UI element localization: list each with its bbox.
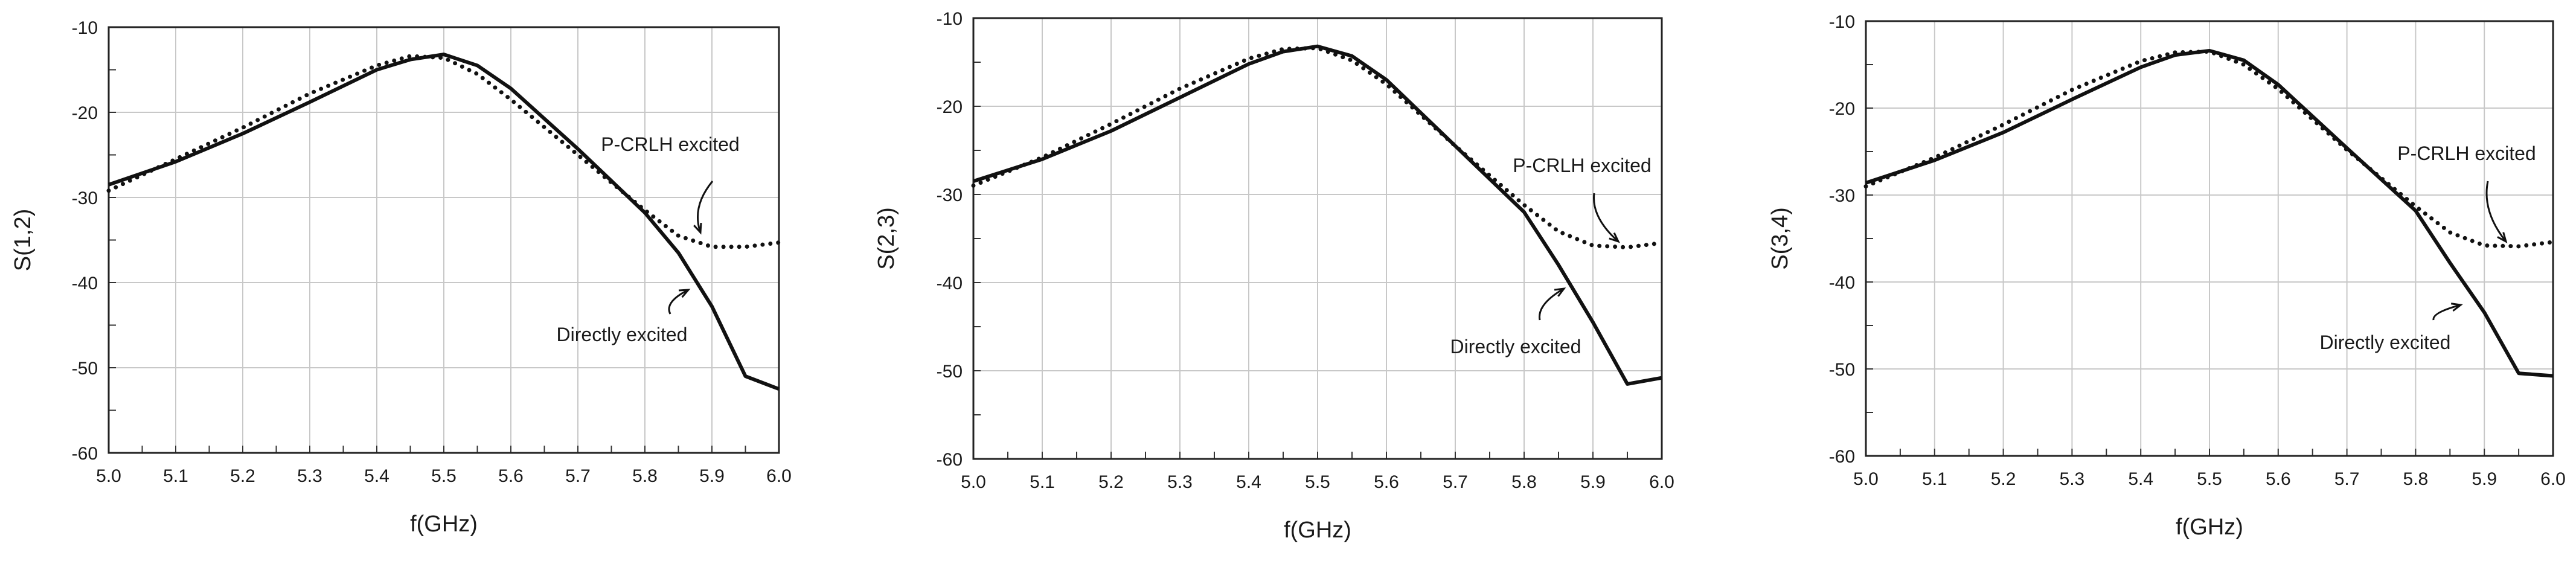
x-tick-label: 5.8 <box>1511 472 1537 492</box>
chart-panels: 5.0 5.1 5.2 5.3 5.4 5.5 5.6 5.7 5.8 5.9 6.0 -10 -20 -… <box>10 9 2566 543</box>
x-tick-label: 5.0 <box>1853 469 1879 489</box>
x-tick-label: 5.5 <box>431 466 457 486</box>
x-tick-label: 5.3 <box>297 466 322 486</box>
x-axis-label: f(GHz) <box>1284 517 1351 543</box>
y-tick-label: -40 <box>1829 273 1855 293</box>
series-line-direct <box>973 44 1662 386</box>
x-tick-label: 5.6 <box>498 466 524 486</box>
x-tick-label: 5.4 <box>1236 472 1261 492</box>
annotation-arrow <box>697 181 714 233</box>
y-tick-label: -60 <box>72 444 98 464</box>
annotation-arrow <box>668 289 689 315</box>
y-tick-label: -50 <box>1829 360 1855 380</box>
y-tick-label: -50 <box>72 359 98 379</box>
annotation-arrowhead <box>1609 232 1620 243</box>
data-point <box>1627 247 1628 248</box>
annotation-arrowhead <box>2497 232 2508 244</box>
chart-panel-1: 5.0 5.1 5.2 5.3 5.4 5.5 5.6 5.7 5.8 5.9 6.0 -10 -20 -… <box>10 18 792 537</box>
x-tick-label: 6.0 <box>2540 469 2566 489</box>
series-line-direct <box>1865 48 2554 378</box>
annotation-arrowhead <box>2450 303 2463 312</box>
x-tick-label: 5.4 <box>364 466 389 486</box>
chart-panel-3: 5.0 5.1 5.2 5.3 5.4 5.5 5.6 5.7 5.8 5.9 6.0 -10 -20 -… <box>1767 12 2566 540</box>
x-tick-label: 5.9 <box>699 466 725 486</box>
x-tick-label: 5.4 <box>2128 469 2153 489</box>
x-tick-label: 5.6 <box>1374 472 1399 492</box>
x-tick-label: 5.7 <box>2334 469 2360 489</box>
x-tick-label: 5.2 <box>1098 472 1124 492</box>
x-tick-label: 5.8 <box>2403 469 2429 489</box>
series-line-direct <box>108 53 780 391</box>
x-tick-label: 5.1 <box>1030 472 1055 492</box>
x-tick-label: 5.3 <box>2060 469 2085 489</box>
x-tick-label: 5.7 <box>565 466 591 486</box>
x-tick-label: 5.9 <box>1580 472 1606 492</box>
annotation-arrowhead <box>693 222 702 235</box>
y-axis-label: S(3,4) <box>1767 207 1793 269</box>
x-tick-label: 5.5 <box>1305 472 1330 492</box>
series-line-pcrlh <box>106 54 781 249</box>
y-tick-label: -20 <box>1829 99 1855 119</box>
y-tick-label: -30 <box>72 188 98 208</box>
x-tick-label: 5.6 <box>2266 469 2291 489</box>
x-tick-label: 5.5 <box>2197 469 2222 489</box>
annotation-label: P-CRLH excited <box>2397 143 2536 164</box>
annotation-arrow <box>1593 193 1619 243</box>
y-tick-label: -40 <box>72 274 98 293</box>
annotation-arrow <box>2432 304 2461 321</box>
x-tick-label: 5.9 <box>2472 469 2497 489</box>
x-tick-label: 5.0 <box>96 466 121 486</box>
y-tick-label: -30 <box>1829 186 1855 206</box>
y-tick-label: -30 <box>937 185 963 205</box>
x-tick-label: 5.2 <box>230 466 255 486</box>
chart-panel-2: 5.0 5.1 5.2 5.3 5.4 5.5 5.6 5.7 5.8 5.9 6.0 -10 -20 -… <box>874 9 1674 543</box>
annotation-label: P-CRLH excited <box>1513 155 1651 176</box>
y-tick-label: -10 <box>937 9 963 29</box>
x-axis-label: f(GHz) <box>2176 514 2243 540</box>
y-tick-label: -60 <box>1829 447 1855 467</box>
y-axis-label: S(2,3) <box>874 207 899 269</box>
y-tick-label: -40 <box>937 274 963 293</box>
annotation-label: Directly excited <box>557 324 688 345</box>
y-tick-label: -10 <box>1829 12 1855 32</box>
plot-frame <box>1865 20 2554 457</box>
x-axis-label: f(GHz) <box>410 511 478 537</box>
y-axis-label: S(1,2) <box>10 209 36 271</box>
annotation-arrowhead <box>678 289 691 298</box>
x-tick-label: 5.0 <box>961 472 986 492</box>
annotation-arrow <box>2485 181 2507 242</box>
x-tick-label: 5.2 <box>1991 469 2016 489</box>
plot-frame <box>972 17 1663 460</box>
x-tick-label: 6.0 <box>1649 472 1674 492</box>
series-line-pcrlh <box>971 46 1664 250</box>
x-tick-label: 5.7 <box>1443 472 1468 492</box>
y-tick-label: -10 <box>72 18 98 38</box>
y-tick-label: -20 <box>72 103 98 123</box>
y-tick-label: -50 <box>937 362 963 382</box>
x-tick-label: 5.8 <box>632 466 658 486</box>
plot-frame <box>107 26 780 454</box>
annotation-arrow <box>1539 287 1565 321</box>
annotation-label: Directly excited <box>2320 332 2451 353</box>
x-tick-label: 5.3 <box>1167 472 1193 492</box>
annotation-arrowhead <box>1554 287 1566 297</box>
x-tick-label: 6.0 <box>766 466 792 486</box>
series-line-pcrlh <box>1863 49 2555 249</box>
y-tick-label: -20 <box>937 97 963 117</box>
annotation-label: Directly excited <box>1450 336 1581 357</box>
annotation-label: P-CRLH excited <box>601 133 739 155</box>
x-tick-label: 5.1 <box>163 466 188 486</box>
y-tick-label: -60 <box>937 450 963 470</box>
x-tick-label: 5.1 <box>1922 469 1947 489</box>
